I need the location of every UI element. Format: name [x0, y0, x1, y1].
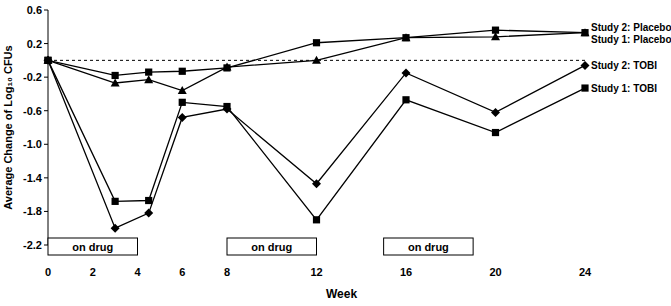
series-marker: [312, 56, 321, 64]
y-tick: [44, 211, 48, 212]
chart: -2.2-1.8-1.4-1.0-0.6-0.20.20.60246812162…: [0, 0, 671, 306]
x-tick-label: 0: [45, 266, 51, 278]
series-marker: [111, 224, 120, 233]
series-marker: [312, 179, 321, 188]
series-marker: [581, 28, 590, 36]
y-tick-label: 0.2: [27, 38, 42, 50]
y-tick-label: -1.0: [23, 138, 42, 150]
x-tick-label: 4: [134, 266, 141, 278]
y-tick: [44, 110, 48, 111]
annotation-box: [227, 238, 317, 255]
series-line: [48, 30, 585, 75]
annotation-text: on drug: [251, 241, 292, 253]
series-marker: [144, 75, 153, 83]
annotation-box: [48, 238, 138, 255]
series-marker: [581, 61, 590, 70]
series-label: Study 1: Placebo: [591, 34, 671, 45]
y-tick: [44, 43, 48, 44]
y-axis-title: Average Change of Log₁₀ CFUs: [2, 45, 14, 209]
series-marker: [112, 72, 119, 79]
y-tick-label: -0.2: [23, 71, 42, 83]
series-marker: [44, 56, 53, 65]
series-marker: [179, 68, 186, 75]
annotation-box: [384, 238, 474, 255]
y-tick: [44, 177, 48, 178]
y-tick: [44, 144, 48, 145]
series-marker: [144, 209, 153, 218]
y-tick: [44, 245, 48, 246]
series-marker: [223, 64, 230, 71]
series-marker: [581, 29, 588, 36]
series-marker: [44, 57, 51, 64]
x-tick-label: 6: [179, 266, 185, 278]
series-marker: [178, 86, 187, 94]
series-marker: [44, 57, 51, 64]
series-marker: [179, 99, 186, 106]
series-line: [48, 60, 585, 219]
series-marker: [178, 113, 187, 122]
y-tick-label: -0.6: [23, 105, 42, 117]
series-label: Study 2: TOBI: [591, 60, 657, 71]
x-tick-label: 20: [489, 266, 501, 278]
series-marker: [492, 27, 499, 34]
series-line: [48, 33, 585, 91]
y-tick-label: -2.2: [23, 239, 42, 251]
y-axis: [48, 10, 49, 245]
x-tick-label: 16: [400, 266, 412, 278]
y-tick: [44, 10, 48, 11]
series-marker: [111, 79, 120, 87]
x-axis-title: Week: [326, 287, 357, 301]
series-label: Study 2: Placebo: [591, 22, 671, 33]
series-line: [48, 60, 585, 228]
series-marker: [223, 63, 232, 71]
y-tick-label: 0.6: [27, 4, 42, 16]
y-tick-label: -1.4: [23, 172, 43, 184]
series-marker: [44, 56, 53, 64]
series-marker: [581, 84, 588, 91]
y-tick: [44, 77, 48, 78]
annotation-text: on drug: [72, 241, 113, 253]
y-tick-label: -1.8: [23, 205, 42, 217]
series-marker: [402, 33, 411, 41]
series-marker: [145, 197, 152, 204]
series-marker: [492, 129, 499, 136]
x-tick-label: 24: [579, 266, 592, 278]
plot-area: [44, 27, 590, 233]
series-marker: [223, 103, 230, 110]
series-marker: [112, 198, 119, 205]
x-tick-label: 2: [90, 266, 96, 278]
series-marker: [313, 39, 320, 46]
series-marker: [491, 108, 500, 117]
x-tick-label: 8: [224, 266, 230, 278]
series-marker: [313, 216, 320, 223]
series-marker: [402, 68, 411, 77]
series-marker: [145, 69, 152, 76]
series-marker: [402, 34, 409, 41]
series-label: Study 1: TOBI: [591, 83, 657, 94]
x-tick-label: 12: [310, 266, 322, 278]
series-marker: [402, 96, 409, 103]
annotation-text: on drug: [408, 241, 449, 253]
